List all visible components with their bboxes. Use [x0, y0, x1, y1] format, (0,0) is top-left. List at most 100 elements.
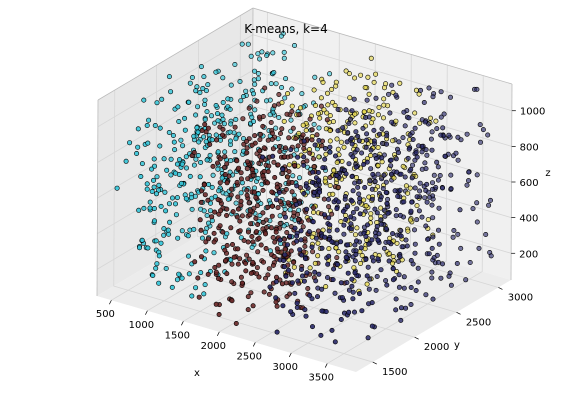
cluster-3-point	[309, 234, 315, 240]
cluster-4-point	[397, 254, 403, 260]
cluster-1-point	[249, 114, 255, 120]
cluster-3-point	[373, 71, 379, 77]
cluster-1-point	[228, 121, 234, 127]
cluster-3-point	[412, 110, 418, 116]
cluster-4-point	[299, 273, 305, 279]
cluster-1-point	[252, 107, 258, 113]
cluster-2-point	[210, 163, 216, 169]
cluster-2-point	[243, 260, 249, 266]
cluster-1-point	[296, 175, 302, 181]
cluster-4-point	[439, 185, 445, 191]
cluster-3-point	[397, 80, 403, 86]
cluster-1-point	[178, 180, 184, 186]
cluster-3-point	[413, 87, 419, 93]
cluster-1-point	[209, 184, 215, 190]
cluster-4-point	[338, 280, 344, 286]
cluster-3-point	[316, 154, 322, 160]
cluster-4-point	[415, 265, 421, 271]
cluster-1-point	[154, 174, 160, 180]
cluster-4-point	[401, 274, 407, 280]
cluster-3-point	[333, 83, 339, 89]
cluster-2-point	[217, 156, 223, 162]
cluster-2-point	[291, 210, 297, 216]
cluster-4-point	[374, 273, 380, 279]
cluster-1-point	[271, 70, 277, 76]
cluster-1-point	[186, 253, 192, 259]
cluster-2-point	[235, 261, 241, 267]
cluster-4-point	[364, 159, 370, 165]
cluster-1-point	[195, 153, 201, 159]
cluster-3-point	[343, 68, 349, 74]
cluster-4-point	[434, 159, 440, 165]
cluster-4-point	[334, 227, 340, 233]
cluster-3-point	[325, 102, 331, 108]
cluster-2-point	[222, 247, 228, 253]
cluster-1-point	[211, 250, 217, 256]
cluster-4-point	[406, 146, 412, 152]
cluster-1-point	[145, 140, 151, 146]
cluster-2-point	[284, 111, 290, 117]
cluster-2-point	[326, 204, 332, 210]
cluster-4-point	[423, 188, 429, 194]
cluster-2-point	[245, 159, 251, 165]
cluster-2-point	[309, 127, 315, 133]
cluster-4-point	[323, 309, 329, 315]
cluster-3-point	[333, 245, 339, 251]
cluster-1-point	[233, 136, 239, 142]
cluster-3-point	[353, 175, 359, 181]
cluster-1-point	[186, 99, 192, 105]
cluster-4-point	[301, 162, 307, 168]
cluster-2-point	[266, 163, 272, 169]
x-tick	[181, 321, 184, 326]
cluster-4-point	[398, 228, 404, 234]
cluster-4-point	[280, 303, 286, 309]
cluster-4-point	[373, 95, 379, 101]
cluster-1-point	[198, 64, 204, 70]
cluster-4-point	[430, 234, 436, 240]
cluster-1-point	[179, 275, 185, 281]
cluster-2-point	[268, 225, 274, 231]
cluster-4-point	[376, 231, 382, 237]
cluster-1-point	[204, 157, 210, 163]
cluster-1-point	[223, 191, 229, 197]
cluster-3-point	[341, 144, 347, 150]
cluster-1-point	[241, 94, 247, 100]
cluster-4-point	[402, 123, 408, 129]
cluster-3-point	[321, 107, 327, 113]
cluster-4-point	[332, 153, 338, 159]
cluster-2-point	[233, 320, 239, 326]
cluster-4-point	[487, 197, 493, 203]
cluster-4-point	[413, 287, 419, 293]
x-gridline	[255, 54, 412, 343]
cluster-1-point	[180, 143, 186, 149]
cluster-4-point	[398, 171, 404, 177]
cluster-4-point	[350, 296, 356, 302]
cluster-4-point	[311, 190, 317, 196]
cluster-4-point	[414, 194, 420, 200]
cluster-2-point	[271, 103, 277, 109]
cluster-2-point	[231, 254, 237, 260]
cluster-2-point	[260, 210, 266, 216]
cluster-2-point	[191, 150, 197, 156]
cluster-2-point	[291, 259, 297, 265]
cluster-1-point	[228, 82, 234, 88]
cluster-3-point	[327, 128, 333, 134]
cluster-2-point	[195, 275, 201, 281]
cluster-4-point	[385, 210, 391, 216]
cluster-1-point	[176, 271, 182, 277]
cluster-2-point	[262, 275, 268, 281]
cluster-1-point	[212, 194, 218, 200]
cluster-2-point	[207, 142, 213, 148]
cluster-2-point	[249, 167, 255, 173]
cluster-4-point	[383, 141, 389, 147]
cluster-1-point	[212, 120, 218, 126]
cluster-4-point	[437, 173, 443, 179]
cluster-1-point	[311, 121, 317, 127]
cluster-4-point	[329, 239, 335, 245]
cluster-4-point	[327, 149, 333, 155]
x-tick	[216, 331, 220, 337]
cluster-4-point	[408, 166, 414, 172]
cluster-3-point	[320, 79, 326, 85]
cluster-2-point	[246, 105, 252, 111]
cluster-2-point	[282, 246, 288, 252]
